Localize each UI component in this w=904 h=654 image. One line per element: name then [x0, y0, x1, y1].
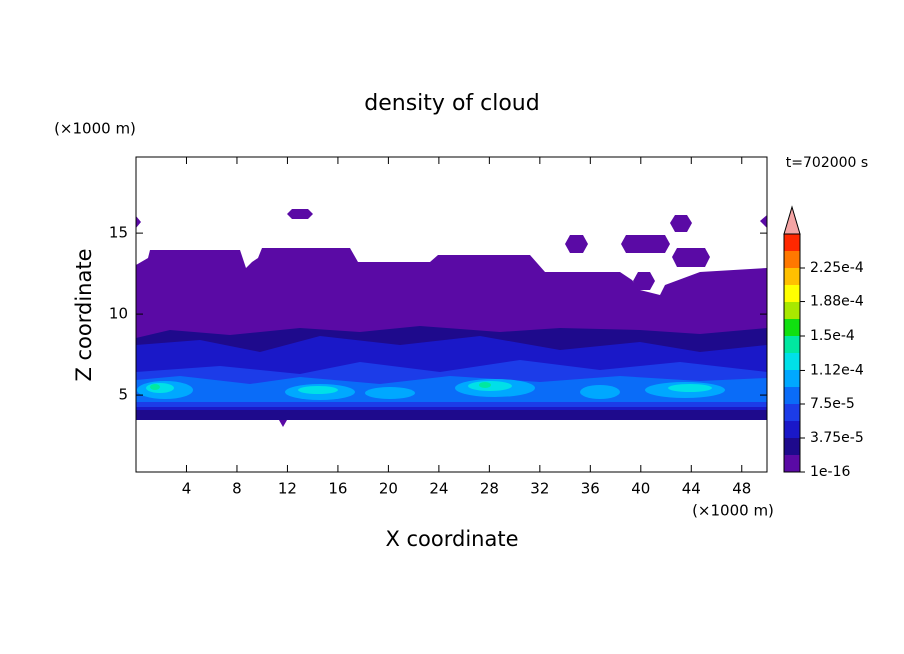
colorbar-band — [784, 234, 800, 251]
contour-band — [287, 209, 313, 219]
colorbar-tick-label: 1e-16 — [810, 464, 850, 480]
colorbar-tick-label: 3.75e-5 — [810, 430, 864, 446]
contour-band — [670, 215, 692, 232]
x-axis-label: X coordinate — [385, 527, 518, 551]
colorbar-band — [784, 336, 800, 353]
x-tick-label: 28 — [480, 480, 499, 498]
x-tick-label: 44 — [682, 480, 701, 498]
colorbar-over — [783, 205, 801, 235]
x-tick-label: 4 — [182, 480, 192, 498]
time-label: t=702000 s — [786, 155, 868, 171]
contour-band — [621, 235, 670, 253]
contour-band — [668, 384, 712, 392]
colorbar-band — [784, 353, 800, 370]
x-tick-label: 36 — [581, 480, 600, 498]
contour-band — [565, 235, 588, 253]
x-tick-label: 24 — [429, 480, 448, 498]
y-tick-label: 5 — [118, 386, 128, 404]
x-tick-label: 40 — [631, 480, 650, 498]
colorbar-band — [784, 421, 800, 438]
colorbar-frame — [783, 233, 801, 473]
colorbar-band — [784, 251, 800, 268]
colorbar-band — [784, 319, 800, 336]
contour-band — [146, 383, 174, 393]
y-axis-label: Z coordinate — [72, 248, 96, 381]
colorbar-band — [784, 268, 800, 285]
contour-band — [760, 215, 767, 228]
colorbar-band — [784, 455, 800, 472]
colorbar-band — [784, 438, 800, 455]
contour-band — [136, 216, 141, 228]
contour-band — [580, 385, 620, 399]
colorbar-band — [784, 404, 800, 421]
contour-band — [479, 382, 491, 388]
colorbar-tick-label: 1.12e-4 — [810, 362, 864, 378]
x-tick-label: 32 — [530, 480, 549, 498]
contour-band — [150, 384, 160, 390]
x-tick-label: 8 — [232, 480, 242, 498]
x-tick-label: 48 — [732, 480, 751, 498]
colorbar-tick-label: 1.5e-4 — [810, 328, 855, 344]
x-tick-label: 20 — [379, 480, 398, 498]
x-unit: (×1000 m) — [692, 502, 774, 520]
y-tick-label: 15 — [109, 224, 128, 242]
colorbar-tick-label: 2.25e-4 — [810, 260, 864, 276]
colorbar-band — [784, 370, 800, 387]
contour-band — [633, 272, 655, 290]
contour-band — [298, 386, 338, 394]
y-unit: (×1000 m) — [54, 120, 136, 138]
contour-band — [365, 387, 415, 399]
x-tick-label: 12 — [278, 480, 297, 498]
y-tick-label: 10 — [109, 305, 128, 323]
colorbar-band — [784, 285, 800, 302]
colorbar-tick-label: 1.88e-4 — [810, 294, 864, 310]
chart-title: density of cloud — [364, 91, 539, 116]
contour-band — [672, 248, 710, 267]
colorbar-band — [784, 302, 800, 319]
x-tick-label: 16 — [328, 480, 347, 498]
colorbar-tick-label: 7.5e-5 — [810, 396, 855, 412]
colorbar-band — [784, 387, 800, 404]
